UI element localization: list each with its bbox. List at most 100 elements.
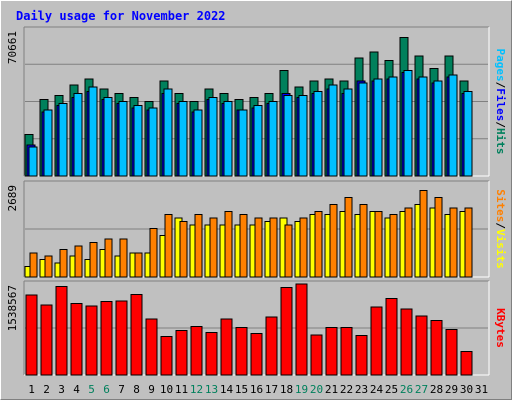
bar-sites <box>344 196 353 278</box>
bar-sites <box>89 241 98 278</box>
bar-kbytes <box>325 327 338 376</box>
right-axis-label-panel1: Pages/Files/Hits <box>494 49 507 155</box>
x-tick-label: 10 <box>160 383 173 396</box>
bar-kbytes <box>25 294 38 376</box>
right-axis-label-panel3: KBytes <box>494 308 507 348</box>
bar-pages <box>253 105 263 177</box>
bar-kbytes <box>85 305 98 376</box>
legend-visits: Visits <box>494 229 507 269</box>
bar-pages <box>283 94 293 177</box>
legend-separator: / <box>494 222 507 229</box>
bar-sites <box>434 196 443 278</box>
x-tick-label: 24 <box>370 383 384 396</box>
bar-pages <box>433 80 443 177</box>
bar-kbytes <box>100 301 113 376</box>
bar-sites <box>164 214 173 278</box>
x-tick-label: 21 <box>325 383 338 396</box>
bar-kbytes <box>445 328 458 376</box>
bar-sites <box>269 217 278 278</box>
bar-pages <box>43 109 53 177</box>
x-tick-label: 13 <box>205 383 218 396</box>
x-tick-label: 17 <box>265 383 278 396</box>
bar-sites <box>449 207 458 278</box>
bar-pages <box>73 92 83 177</box>
bar-kbytes <box>70 302 83 376</box>
bar-sites <box>239 214 248 278</box>
x-tick-label: 31 <box>475 383 488 396</box>
x-tick-label: 4 <box>73 383 80 396</box>
bar-pages <box>208 96 218 177</box>
bar-sites <box>209 217 218 278</box>
bar-pages <box>88 86 98 177</box>
bar-pages <box>448 74 458 177</box>
legend-pages: Pages <box>494 49 507 82</box>
bar-kbytes <box>415 315 428 376</box>
bar-kbytes <box>355 334 368 376</box>
bar-kbytes <box>220 318 233 376</box>
x-tick-label: 23 <box>355 383 368 396</box>
bar-sites <box>284 224 293 278</box>
x-tick-label: 12 <box>190 383 203 396</box>
bar-pages <box>298 94 308 177</box>
x-tick-label: 8 <box>133 383 140 396</box>
x-tick-label: 27 <box>415 383 428 396</box>
bar-pages <box>178 101 188 177</box>
bar-kbytes <box>145 318 158 376</box>
bar-pages <box>373 78 383 177</box>
bar-sites <box>419 190 428 278</box>
bar-kbytes <box>385 298 398 376</box>
x-tick-label: 2 <box>43 383 50 396</box>
bar-sites <box>44 255 53 278</box>
bar-sites <box>299 217 308 278</box>
x-tick-label: 7 <box>118 383 125 396</box>
bar-kbytes <box>175 330 188 376</box>
bar-kbytes <box>205 331 218 376</box>
bar-kbytes <box>310 334 323 376</box>
x-tick-label: 25 <box>385 383 398 396</box>
bar-kbytes <box>55 285 68 376</box>
bar-pages <box>238 109 248 177</box>
chart-title: Daily usage for November 2022 <box>16 9 226 23</box>
x-tick-label: 14 <box>220 383 234 396</box>
bar-sites <box>119 238 128 278</box>
bar-sites <box>224 210 233 278</box>
legend-separator: / <box>494 82 507 89</box>
x-tick-label: 11 <box>175 383 188 396</box>
bar-kbytes <box>295 283 308 376</box>
bar-sites <box>374 210 383 278</box>
panel-1-ymax-label: 70661 <box>6 31 19 64</box>
bar-pages <box>358 82 368 177</box>
bar-kbytes <box>235 327 248 376</box>
bar-sites <box>314 210 323 278</box>
bar-pages <box>328 84 338 177</box>
bar-pages <box>58 103 68 177</box>
bar-pages <box>118 101 128 177</box>
bar-pages <box>163 88 173 177</box>
bar-kbytes <box>430 320 443 376</box>
bar-kbytes <box>340 327 353 376</box>
legend-files: Files <box>494 88 507 121</box>
bar-sites <box>29 252 38 278</box>
x-tick-label: 29 <box>445 383 458 396</box>
right-axis-label-panel2: Sites/Visits <box>494 189 507 269</box>
bar-sites <box>104 238 113 278</box>
x-tick-label: 15 <box>235 383 248 396</box>
bar-kbytes <box>370 306 383 376</box>
bar-kbytes <box>280 286 293 376</box>
bar-kbytes <box>40 304 53 376</box>
x-tick-label: 28 <box>430 383 443 396</box>
bar-pages <box>313 90 323 177</box>
bar-kbytes <box>190 326 203 376</box>
legend-hits: Hits <box>494 128 507 155</box>
bar-sites <box>134 252 143 278</box>
bar-pages <box>103 96 113 177</box>
bar-sites <box>329 203 338 278</box>
bar-sites <box>254 217 263 278</box>
bar-sites <box>404 207 413 278</box>
x-axis-labels: 1 2 3 4 5 6 7 8 9 10 11 12 13 14 15 16 17 18 19 20 21 22 23 24 2… <box>28 383 488 396</box>
x-tick-label: 6 <box>103 383 110 396</box>
chart-panels: 70661 2689 1538567 <box>6 26 490 376</box>
bar-pages <box>418 76 428 177</box>
bar-kbytes <box>130 294 143 376</box>
